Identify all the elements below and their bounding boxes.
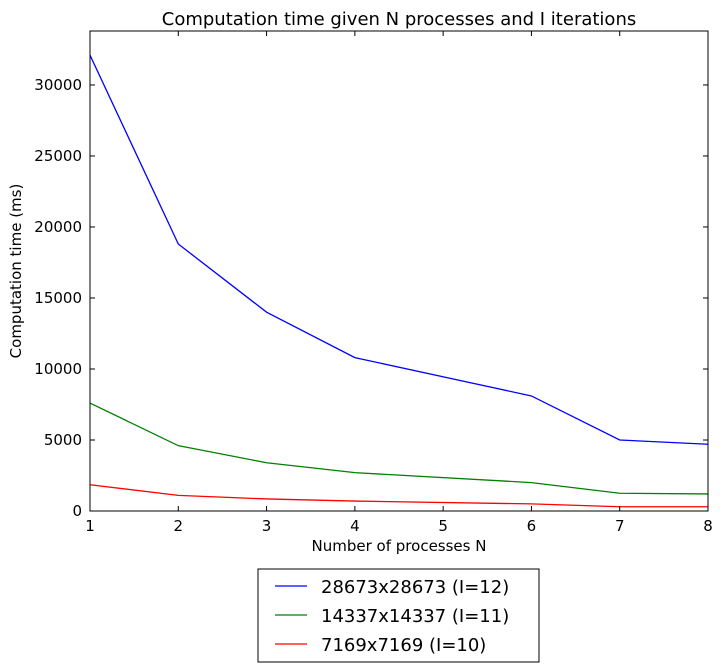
plot-area	[89, 54, 709, 508]
x-tick-label: 6	[527, 517, 537, 535]
x-tick-label: 7	[615, 517, 625, 535]
series-line-2	[89, 402, 709, 495]
x-tick-label: 8	[703, 517, 713, 535]
plot-frame	[89, 30, 709, 512]
axes: 1 2 3 4 5 6 7 8 0 5000 10000 15000 20000 25000 30000	[34, 31, 713, 535]
chart-title: Computation time given N processes and I…	[162, 9, 636, 30]
y-tick-label: 20000	[34, 218, 82, 236]
x-tick-label: 3	[262, 517, 272, 535]
legend: 28673x28673 (I=12) 14337x14337 (I=11) 7169…	[257, 568, 540, 663]
x-tick-label: 5	[438, 517, 448, 535]
y-tick-label: 5000	[44, 431, 82, 449]
y-tick-label: 0	[72, 502, 82, 520]
legend-label-1: 28673x28673 (I=12)	[321, 577, 509, 598]
x-tick-label: 2	[174, 517, 184, 535]
y-tick-label: 10000	[34, 360, 82, 378]
y-tick-label: 15000	[34, 289, 82, 307]
y-axis-title: Computation time (ms)	[7, 184, 25, 359]
legend-label-2: 14337x14337 (I=11)	[321, 606, 509, 627]
series-line-1	[89, 54, 709, 445]
x-axis-title: Number of processes N	[312, 537, 487, 555]
y-tick-label: 25000	[34, 147, 82, 165]
y-tick-label: 30000	[34, 76, 82, 94]
x-tick-label: 4	[350, 517, 360, 535]
x-tick-label: 1	[85, 517, 95, 535]
legend-label-3: 7169x7169 (I=10)	[321, 635, 486, 656]
series-line-3	[89, 484, 708, 508]
